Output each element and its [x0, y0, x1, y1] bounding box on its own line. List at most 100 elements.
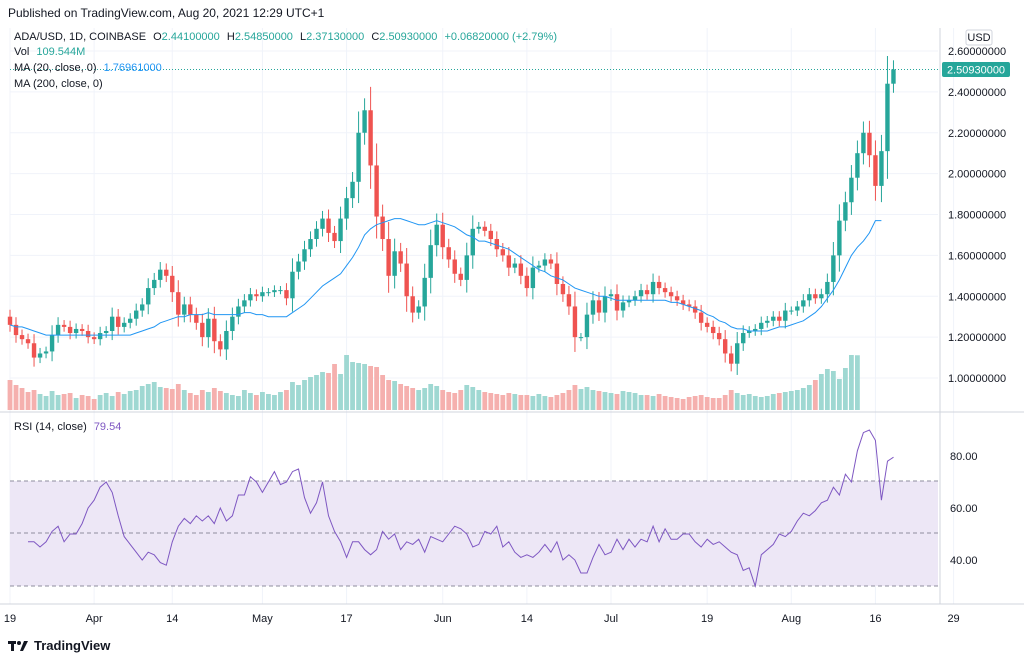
candle	[747, 326, 752, 338]
volume-bar	[163, 388, 169, 410]
volume-bar	[356, 363, 361, 410]
candle	[320, 210, 325, 237]
candle	[566, 285, 572, 315]
candle	[458, 267, 463, 287]
candle	[638, 283, 644, 303]
volume-bar	[217, 391, 223, 410]
volume-bar	[139, 386, 145, 410]
rsi-tick-label: 60.00	[950, 503, 978, 515]
volume-bar	[145, 384, 151, 410]
legend-row-ma200: MA (200, close, 0)	[14, 78, 103, 90]
volume-bar	[61, 394, 67, 410]
candle	[278, 286, 283, 295]
ma20-line	[9, 218, 882, 336]
candle	[698, 304, 704, 331]
volume-bar	[121, 394, 127, 410]
rsi-axis[interactable]: 40.00 60.00 80.00	[950, 451, 978, 567]
time-axis[interactable]: 19 Apr 14 May 17 Jun 14 Jul 19 Aug 16 29	[4, 613, 960, 625]
time-tick-label: 16	[869, 613, 881, 625]
volume-bar	[800, 388, 806, 410]
candle	[488, 223, 493, 246]
candle	[182, 296, 187, 323]
candle	[494, 231, 500, 257]
volume-bar	[169, 389, 175, 410]
currency-badge[interactable]	[965, 29, 993, 46]
volume-bar	[710, 398, 716, 410]
candle	[729, 345, 734, 372]
candle	[236, 298, 241, 325]
volume-bar	[812, 380, 818, 410]
candle	[416, 300, 421, 319]
volume-bar	[824, 369, 830, 410]
volume-bar	[290, 382, 295, 410]
legend-ma200-label: MA (200, close, 0)	[14, 78, 103, 90]
footer-brand: TradingView	[34, 638, 111, 653]
volume-bar	[608, 393, 614, 410]
candle	[686, 299, 692, 312]
candle	[542, 253, 548, 272]
candle	[446, 238, 451, 268]
volume-bar	[7, 380, 13, 410]
currency-label: USD	[967, 32, 990, 44]
time-tick-label: 14	[166, 613, 178, 625]
volume-bar	[470, 387, 476, 410]
candle	[140, 298, 145, 317]
candle	[31, 334, 37, 367]
volume-bar	[794, 390, 800, 410]
candle	[650, 273, 656, 303]
volume-bar	[482, 392, 488, 410]
candle	[176, 280, 181, 327]
volume-bar	[434, 386, 440, 410]
legend-o-label: O	[153, 31, 162, 43]
price-axis[interactable]: 1.00000000 1.20000000 1.40000000 1.60000000…	[948, 46, 1006, 385]
volume-bar	[181, 390, 187, 410]
candle	[861, 121, 866, 165]
candle	[103, 326, 109, 338]
candle	[428, 229, 433, 294]
footer[interactable]: TradingView	[8, 638, 110, 653]
candle	[722, 330, 728, 363]
legend-l-value: 2.37130000	[306, 31, 364, 43]
volume-bar	[248, 393, 253, 410]
candle	[386, 222, 391, 293]
volume-bar	[500, 395, 506, 410]
candle	[530, 256, 536, 300]
candle	[819, 288, 824, 304]
candle	[121, 317, 127, 333]
candle	[831, 241, 836, 296]
candle	[536, 260, 542, 273]
time-tick-label: 19	[701, 613, 713, 625]
candle	[704, 317, 710, 333]
candle	[266, 288, 271, 297]
volume-bar	[842, 368, 848, 410]
volume-bar	[386, 380, 392, 410]
volume-bar	[548, 397, 554, 410]
candle	[290, 258, 295, 312]
candle	[554, 252, 560, 296]
volume-bar	[476, 390, 482, 410]
volume-bar	[223, 393, 229, 410]
volume-bar	[362, 364, 367, 410]
volume-bar	[404, 386, 410, 410]
candle	[248, 287, 253, 307]
candle	[242, 294, 247, 313]
candle	[765, 315, 770, 328]
volume-bar	[849, 355, 854, 410]
candle	[326, 209, 331, 242]
candle	[855, 140, 860, 191]
candle	[656, 275, 662, 295]
volume-bar	[464, 385, 470, 410]
candle	[735, 332, 740, 375]
volume-bar	[302, 380, 307, 410]
candle	[710, 320, 716, 340]
volume-bar	[67, 393, 73, 410]
volume-bar	[229, 395, 235, 410]
candle	[759, 316, 764, 336]
legend-change: +0.06820000 (+2.79%)	[444, 31, 557, 43]
candle	[13, 317, 19, 343]
candle	[452, 250, 457, 283]
candle	[49, 325, 55, 362]
legend-symbol: ADA/USD, 1D, COINBASE	[14, 31, 146, 43]
rsi-tick-label: 80.00	[950, 451, 978, 463]
